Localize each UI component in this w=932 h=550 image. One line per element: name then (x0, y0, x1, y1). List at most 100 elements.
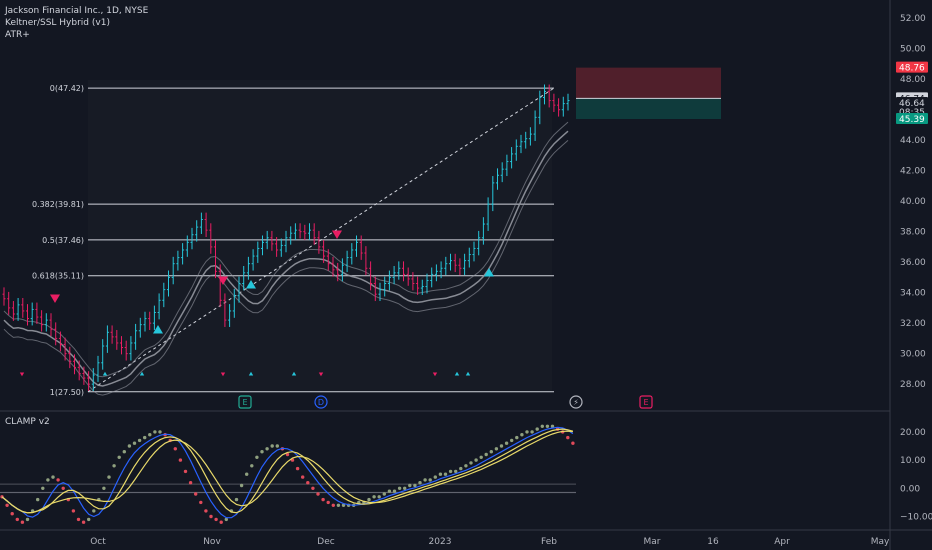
price-tick-label: 52.00 (900, 14, 926, 24)
osc-dot (199, 500, 203, 505)
osc-dot (239, 483, 244, 488)
osc-dot (341, 503, 346, 507)
osc-dot (448, 469, 453, 474)
keltner-band-line (3, 140, 569, 396)
osc-dot (525, 430, 529, 434)
buy-signal-icon (153, 325, 163, 334)
price-badge-text: 48.76 (899, 64, 925, 74)
osc-tick-label: −10.00 (900, 513, 932, 523)
osc-dot (438, 472, 443, 476)
osc-dot (148, 433, 152, 437)
osc-dot (158, 430, 162, 434)
price-tick-label: 50.00 (900, 45, 926, 55)
price-tick-label: 38.00 (900, 228, 926, 238)
osc-dot (5, 503, 9, 507)
buy-signal-icon (246, 280, 256, 289)
sell-signal-icon (50, 294, 60, 303)
small-sell-icon (220, 372, 226, 377)
osc-dot (454, 469, 458, 474)
event-icon (639, 395, 653, 409)
osc-dot (15, 517, 19, 522)
small-buy-icon (248, 371, 254, 376)
symbol-title[interactable]: Jackson Financial Inc., 1D, NYSE (5, 6, 149, 16)
osc-dot (117, 455, 121, 459)
osc-dot (443, 472, 448, 476)
osc-dot (367, 497, 371, 502)
small-sell-icon (19, 372, 25, 377)
osc-dot (321, 497, 325, 502)
osc-dot (413, 483, 417, 488)
oscillator-title[interactable]: CLAMP v2 (5, 417, 50, 427)
osc-dot (326, 500, 330, 505)
small-sell-icon (318, 372, 324, 377)
keltner-band-line (3, 130, 569, 387)
osc-dot (499, 444, 504, 448)
osc-dot (132, 441, 137, 445)
sell-signal-icon (218, 276, 228, 285)
risk-reward-tool (576, 67, 721, 120)
fibonacci-retracement: 0(47.42) 0.382(39.81) 0.5(37.46) 0.618(35.1… (32, 84, 555, 397)
osc-dot (469, 461, 473, 465)
osc-dot (423, 478, 427, 482)
osc-dot (61, 486, 65, 490)
osc-dot (504, 441, 509, 445)
osc-dot (316, 492, 320, 496)
indicator-atr[interactable]: ATR+ (5, 30, 30, 40)
small-buy-icon (102, 371, 108, 376)
event-icon (238, 395, 252, 409)
osc-dot (464, 464, 468, 468)
osc-dot (204, 509, 208, 513)
osc-line (1, 426, 574, 519)
osc-dot (173, 447, 177, 451)
event-markers: E D ⚡ E (238, 395, 653, 409)
osc-dot (408, 483, 412, 488)
fib-level-label: 1(27.50) (50, 388, 84, 397)
osc-dot (36, 497, 40, 502)
osc-line (1, 428, 574, 514)
fib-level-label: 0.5(37.46) (42, 236, 84, 245)
osc-dot (183, 469, 188, 474)
fib-level-label: 0.382(39.81) (32, 200, 84, 209)
osc-dot (265, 447, 269, 451)
event-icon (569, 395, 583, 409)
osc-dot (510, 438, 514, 443)
osc-dot (387, 489, 392, 493)
price-badge-text: 08:35 (899, 108, 925, 118)
time-tick-label: Mar (644, 537, 661, 547)
osc-dot (545, 424, 550, 428)
osc-dot (188, 481, 193, 485)
osc-dot (459, 466, 463, 471)
osc-dot (92, 509, 96, 513)
price-badge (896, 96, 928, 108)
reward-zone (576, 98, 721, 120)
osc-dot (194, 492, 198, 496)
osc-dot (76, 517, 81, 522)
event-label: E (242, 398, 247, 407)
osc-dot (214, 517, 218, 522)
small-buy-icon (139, 371, 145, 376)
osc-tick-label: 10.00 (900, 456, 926, 466)
osc-dot (484, 452, 488, 457)
osc-dot (382, 492, 386, 496)
small-buy-icon (454, 371, 460, 376)
osc-dot (122, 450, 127, 454)
price-badge (896, 61, 928, 73)
time-tick-label: Apr (774, 537, 790, 547)
osc-dot (107, 475, 111, 479)
price-tick-label: 32.00 (900, 319, 926, 329)
osc-dot (377, 495, 381, 499)
osc-dot (245, 472, 249, 476)
indicator-keltner-ssl[interactable]: Keltner/SSL Hybrid (v1) (5, 18, 110, 28)
osc-dot (219, 520, 223, 524)
event-label: D (318, 398, 324, 407)
osc-dot (392, 489, 397, 493)
osc-dot (71, 509, 76, 513)
osc-dot (56, 478, 60, 482)
price-tick-label: 48.00 (900, 75, 926, 85)
fib-level-label: 0.618(35.11) (32, 272, 84, 281)
osc-dot (41, 486, 45, 490)
osc-dot (46, 478, 50, 482)
